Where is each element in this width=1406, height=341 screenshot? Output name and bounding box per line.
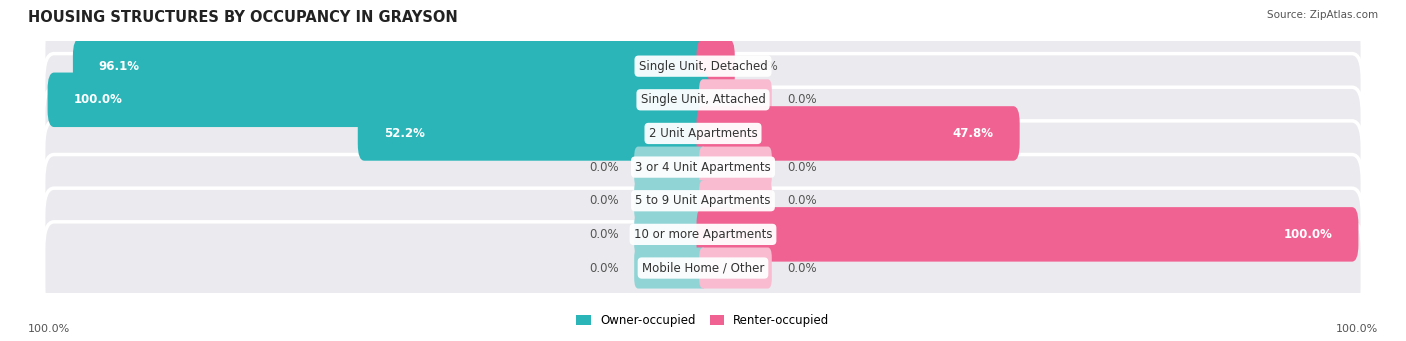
Text: 0.0%: 0.0% bbox=[787, 194, 817, 207]
FancyBboxPatch shape bbox=[44, 154, 1362, 247]
FancyBboxPatch shape bbox=[696, 39, 735, 93]
FancyBboxPatch shape bbox=[44, 87, 1362, 180]
FancyBboxPatch shape bbox=[357, 106, 710, 161]
Text: 10 or more Apartments: 10 or more Apartments bbox=[634, 228, 772, 241]
FancyBboxPatch shape bbox=[634, 180, 707, 221]
Text: 100.0%: 100.0% bbox=[28, 324, 70, 334]
Text: 100.0%: 100.0% bbox=[73, 93, 122, 106]
Text: HOUSING STRUCTURES BY OCCUPANCY IN GRAYSON: HOUSING STRUCTURES BY OCCUPANCY IN GRAYS… bbox=[28, 10, 458, 25]
Text: 0.0%: 0.0% bbox=[787, 161, 817, 174]
FancyBboxPatch shape bbox=[696, 106, 1019, 161]
FancyBboxPatch shape bbox=[696, 207, 1358, 262]
FancyBboxPatch shape bbox=[73, 39, 710, 93]
FancyBboxPatch shape bbox=[44, 20, 1362, 113]
FancyBboxPatch shape bbox=[634, 147, 707, 188]
FancyBboxPatch shape bbox=[44, 222, 1362, 314]
Text: 0.0%: 0.0% bbox=[787, 262, 817, 275]
FancyBboxPatch shape bbox=[44, 188, 1362, 281]
Text: 96.1%: 96.1% bbox=[98, 60, 139, 73]
FancyBboxPatch shape bbox=[699, 147, 772, 188]
FancyBboxPatch shape bbox=[699, 180, 772, 221]
Text: 0.0%: 0.0% bbox=[589, 194, 619, 207]
Text: 3 or 4 Unit Apartments: 3 or 4 Unit Apartments bbox=[636, 161, 770, 174]
FancyBboxPatch shape bbox=[634, 214, 707, 255]
Text: Single Unit, Detached: Single Unit, Detached bbox=[638, 60, 768, 73]
Text: 100.0%: 100.0% bbox=[1336, 324, 1378, 334]
Text: 3.9%: 3.9% bbox=[748, 60, 778, 73]
Legend: Owner-occupied, Renter-occupied: Owner-occupied, Renter-occupied bbox=[572, 309, 834, 332]
FancyBboxPatch shape bbox=[699, 79, 772, 120]
Text: 5 to 9 Unit Apartments: 5 to 9 Unit Apartments bbox=[636, 194, 770, 207]
Text: 0.0%: 0.0% bbox=[589, 228, 619, 241]
Text: 2 Unit Apartments: 2 Unit Apartments bbox=[648, 127, 758, 140]
FancyBboxPatch shape bbox=[44, 121, 1362, 213]
Text: 0.0%: 0.0% bbox=[589, 262, 619, 275]
Text: 100.0%: 100.0% bbox=[1284, 228, 1333, 241]
FancyBboxPatch shape bbox=[44, 54, 1362, 146]
Text: Mobile Home / Other: Mobile Home / Other bbox=[641, 262, 765, 275]
Text: 0.0%: 0.0% bbox=[589, 161, 619, 174]
Text: 47.8%: 47.8% bbox=[953, 127, 994, 140]
FancyBboxPatch shape bbox=[48, 73, 710, 127]
FancyBboxPatch shape bbox=[699, 248, 772, 288]
Text: 0.0%: 0.0% bbox=[787, 93, 817, 106]
Text: 52.2%: 52.2% bbox=[384, 127, 425, 140]
Text: Single Unit, Attached: Single Unit, Attached bbox=[641, 93, 765, 106]
Text: Source: ZipAtlas.com: Source: ZipAtlas.com bbox=[1267, 10, 1378, 20]
FancyBboxPatch shape bbox=[634, 248, 707, 288]
